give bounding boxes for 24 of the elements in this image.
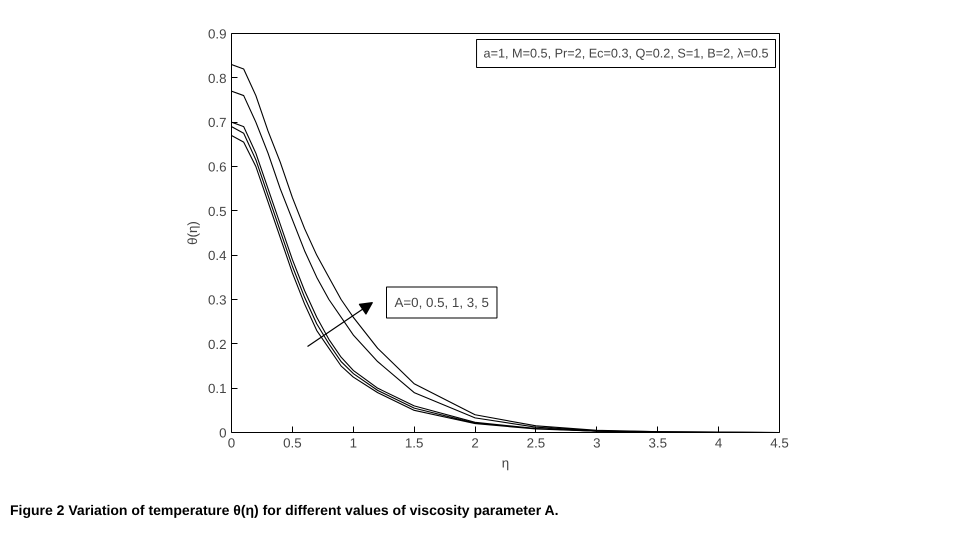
caption: Figure 2 Variation of temperature θ(η) for different values of viscosity parameter A. <box>10 501 559 520</box>
x-tick-label: 2 <box>471 436 479 450</box>
x-tick-label: 1 <box>350 436 357 450</box>
y-tick-label: 0.8 <box>208 70 227 86</box>
x-tick-label: 3.5 <box>648 436 667 450</box>
y-tick-label: 0.9 <box>208 26 227 42</box>
y-tick-label: 0.6 <box>208 160 227 174</box>
x-axis-title: η <box>502 456 510 470</box>
x-tick-label: 1.5 <box>404 436 424 450</box>
annotation: a=1, M=0.5, Pr=2, Ec=0.3, Q=0.2, S=1, B=2, λ=0.5 <box>484 46 768 60</box>
annotation: A=0, 0.5, 1, 3, 5 <box>394 295 489 310</box>
x-tick-label: 0.5 <box>283 436 302 450</box>
y-tick-label: 0.7 <box>208 115 227 130</box>
y-tick-label: 0.2 <box>208 336 227 352</box>
x-tick-label: 3 <box>593 436 601 450</box>
x-tick-label: 4 <box>714 436 723 450</box>
y-tick-label: 0.5 <box>208 204 227 219</box>
y-tick-label: 0.3 <box>208 292 227 308</box>
y-tick-label: 0.4 <box>208 248 228 264</box>
y-tick-label: 0.1 <box>208 381 227 396</box>
y-axis-title: θ(η) <box>184 221 200 245</box>
x-tick-label: 4.5 <box>770 436 789 450</box>
x-tick-label: 2.5 <box>526 436 546 450</box>
y-tick-label: 0 <box>219 426 227 440</box>
